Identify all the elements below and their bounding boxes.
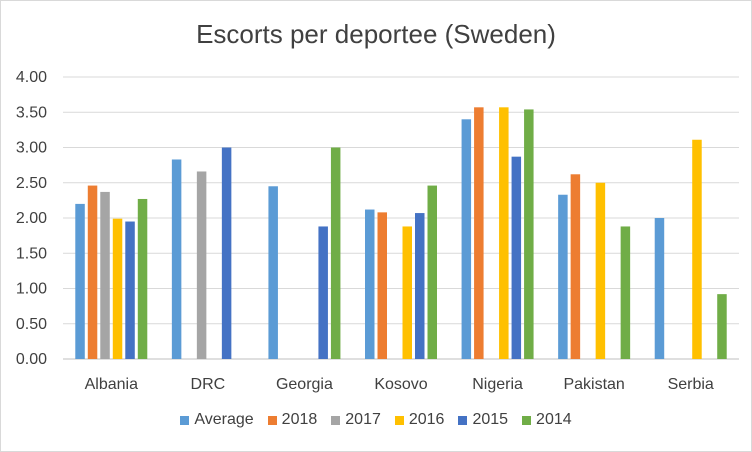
legend-swatch bbox=[267, 415, 277, 425]
legend-label: 2015 bbox=[472, 411, 509, 428]
bar-2015-nigeria bbox=[511, 156, 522, 359]
bar-2016-albania bbox=[112, 218, 123, 359]
chart-title: Escorts per deportee (Sweden) bbox=[196, 19, 556, 49]
bar-average-kosovo bbox=[365, 209, 375, 359]
bar-average-nigeria bbox=[461, 119, 472, 359]
bar-2016-pakistan bbox=[595, 182, 606, 359]
bar-2014-georgia bbox=[330, 147, 341, 359]
bar-2016-nigeria bbox=[499, 107, 509, 359]
bar-2015-albania bbox=[125, 221, 135, 359]
y-tick-label: 3.00 bbox=[16, 140, 47, 157]
bar-2014-pakistan bbox=[620, 226, 631, 359]
x-tick-label: Pakistan bbox=[563, 376, 624, 393]
x-tick-label: Serbia bbox=[668, 376, 714, 393]
bar-2015-drc bbox=[221, 147, 232, 359]
legend-swatch bbox=[331, 415, 341, 425]
bar-2017-drc bbox=[196, 171, 207, 359]
y-tick-label: 1.00 bbox=[16, 281, 47, 298]
y-tick-label: 3.50 bbox=[16, 104, 47, 121]
legend-label: 2016 bbox=[408, 411, 445, 428]
bar-average-georgia bbox=[268, 186, 278, 359]
x-tick-label: Nigeria bbox=[472, 376, 523, 393]
bar-2014-albania bbox=[137, 198, 148, 359]
chart-legend: Average 2018 2017 2016 2015 2014 bbox=[1, 411, 751, 429]
legend-item: 2017 bbox=[331, 411, 381, 429]
bar-2018-kosovo bbox=[377, 212, 387, 359]
legend-label: 2018 bbox=[281, 411, 318, 428]
bar-2016-kosovo bbox=[402, 226, 412, 359]
x-tick-label: DRC bbox=[191, 376, 226, 393]
bar-2018-nigeria bbox=[474, 107, 484, 359]
y-tick-label: 4.00 bbox=[16, 69, 47, 86]
bar-2016-serbia bbox=[692, 139, 702, 359]
bar-average-pakistan bbox=[558, 194, 568, 359]
legend-swatch bbox=[522, 415, 532, 425]
bar-2015-georgia bbox=[318, 226, 328, 359]
y-tick-label: 2.50 bbox=[16, 175, 47, 192]
legend-item: Average bbox=[180, 411, 254, 429]
legend-item: 2016 bbox=[394, 411, 445, 429]
bar-2014-serbia bbox=[717, 294, 727, 359]
y-tick-label: 2.00 bbox=[16, 210, 47, 227]
legend-label: 2014 bbox=[536, 411, 572, 428]
bar-average-albania bbox=[75, 203, 85, 359]
y-tick-label: 0.50 bbox=[16, 316, 47, 333]
bar-2018-albania bbox=[87, 185, 98, 359]
legend-swatch bbox=[458, 415, 468, 425]
x-tick-label: Albania bbox=[85, 376, 138, 393]
y-tick-label: 1.50 bbox=[16, 245, 47, 262]
x-tick-label: Kosovo bbox=[374, 376, 427, 393]
bar-2018-pakistan bbox=[570, 174, 581, 359]
legend-item: 2015 bbox=[458, 411, 508, 429]
legend-item: 2014 bbox=[522, 411, 572, 429]
y-tick-label: 0.00 bbox=[16, 351, 47, 368]
legend-label: Average bbox=[194, 411, 254, 428]
legend-label: 2017 bbox=[345, 411, 381, 428]
bar-average-serbia bbox=[654, 218, 665, 359]
legend-item: 2018 bbox=[267, 411, 318, 429]
bar-2014-nigeria bbox=[524, 109, 534, 360]
bar-2017-albania bbox=[100, 191, 110, 359]
bar-2015-kosovo bbox=[415, 213, 425, 359]
x-tick-label: Georgia bbox=[276, 376, 333, 393]
bar-average-drc bbox=[171, 159, 182, 359]
legend-swatch bbox=[180, 415, 190, 425]
bar-2014-kosovo bbox=[427, 185, 437, 359]
legend-swatch bbox=[394, 415, 404, 425]
